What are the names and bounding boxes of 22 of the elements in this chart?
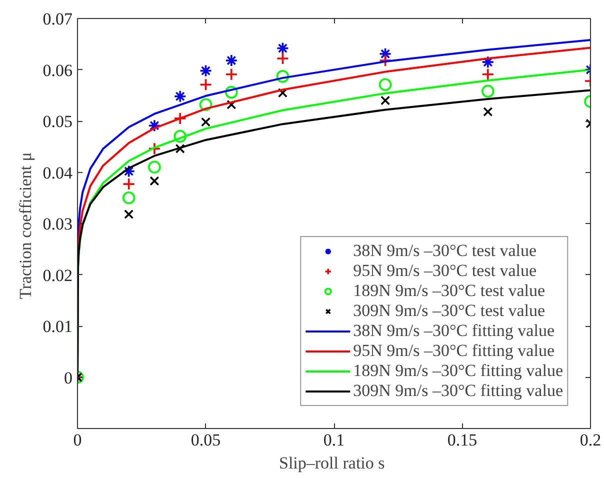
y-tick-label: 0.04 [42, 163, 73, 182]
x-tick-label: 0.05 [190, 430, 221, 450]
y-axis-title: Traction coefficient μ [16, 152, 35, 300]
y-tick-label: 0.02 [42, 266, 72, 285]
y-tick-label: 0 [64, 368, 72, 388]
legend-label: 38N 9m/s –30°C test value [353, 241, 537, 261]
legend-label: 189N 9m/s –30°C test value [353, 281, 546, 301]
legend-label: 309N 9m/s –30°C fitting value [353, 381, 563, 401]
y-tick-label: 0.05 [42, 112, 72, 131]
legend-label: 95N 9m/s –30°C test value [353, 261, 537, 281]
legend-label: 38N 9m/s –30°C fitting value [353, 321, 554, 341]
x-axis-title: Slip–roll ratio s [278, 454, 385, 472]
x-tick-label: 0.15 [447, 430, 478, 450]
legend-label: 95N 9m/s –30°C fitting value [353, 341, 554, 361]
legend-label: 309N 9m/s –30°C test value [353, 301, 546, 321]
y-tick-label: 0.01 [42, 317, 72, 336]
y-tick-label: 0.06 [42, 60, 72, 80]
legend-label: 189N 9m/s –30°C fitting value [353, 361, 563, 381]
y-tick-label: 0.03 [42, 214, 72, 234]
y-tick-label: 0.07 [42, 10, 73, 28]
x-tick-label: 0.1 [323, 430, 345, 450]
x-tick-label: 0.2 [580, 430, 602, 450]
